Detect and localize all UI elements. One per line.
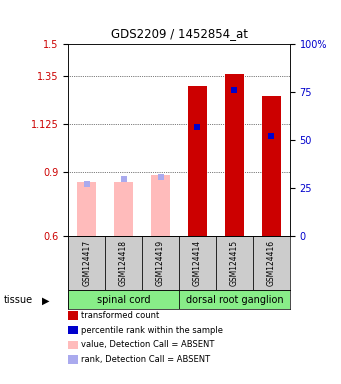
Text: GSM124417: GSM124417 — [82, 240, 91, 286]
Text: GSM124415: GSM124415 — [230, 240, 239, 286]
Text: transformed count: transformed count — [81, 311, 159, 320]
Text: percentile rank within the sample: percentile rank within the sample — [81, 326, 223, 335]
Text: GSM124414: GSM124414 — [193, 240, 202, 286]
Text: dorsal root ganglion: dorsal root ganglion — [186, 295, 283, 305]
Bar — [179, 236, 216, 290]
Bar — [262, 96, 281, 236]
Text: ▶: ▶ — [42, 295, 50, 305]
Bar — [105, 236, 142, 290]
Bar — [68, 236, 105, 290]
Bar — [151, 175, 170, 236]
Text: tissue: tissue — [3, 295, 32, 305]
Text: spinal cord: spinal cord — [97, 295, 150, 305]
Text: GSM124418: GSM124418 — [119, 240, 128, 286]
Bar — [114, 182, 133, 236]
Bar — [179, 290, 290, 309]
Bar — [188, 86, 207, 236]
Bar — [253, 236, 290, 290]
Bar — [142, 236, 179, 290]
Text: GDS2209 / 1452854_at: GDS2209 / 1452854_at — [110, 27, 248, 40]
Text: rank, Detection Call = ABSENT: rank, Detection Call = ABSENT — [81, 355, 210, 364]
Bar — [225, 74, 244, 236]
Bar — [68, 290, 179, 309]
Bar — [77, 182, 96, 236]
Text: value, Detection Call = ABSENT: value, Detection Call = ABSENT — [81, 340, 214, 349]
Text: GSM124416: GSM124416 — [267, 240, 276, 286]
Text: GSM124419: GSM124419 — [156, 240, 165, 286]
Bar — [216, 236, 253, 290]
